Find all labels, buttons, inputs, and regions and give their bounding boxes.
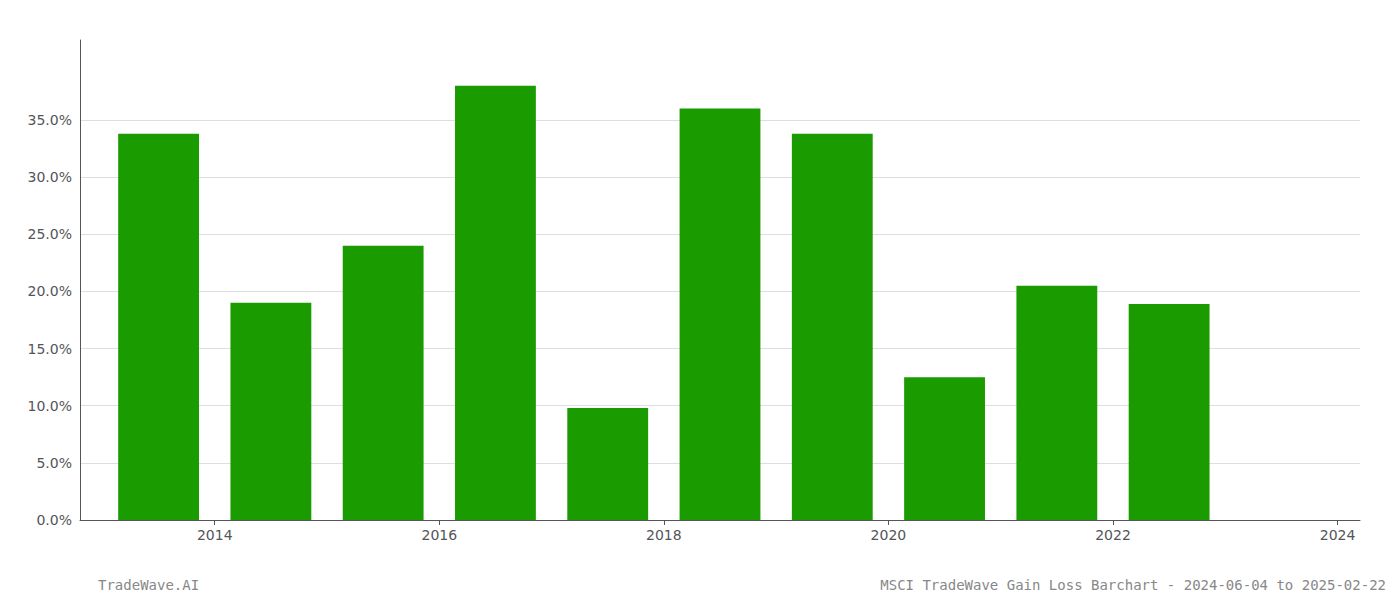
svg-text:MSCI TradeWave Gain Loss Barch: MSCI TradeWave Gain Loss Barchart - 2024… — [880, 577, 1386, 593]
svg-text:5.0%: 5.0% — [36, 455, 72, 471]
svg-text:2014: 2014 — [197, 527, 233, 543]
svg-text:2018: 2018 — [646, 527, 682, 543]
svg-text:25.0%: 25.0% — [28, 226, 72, 242]
svg-text:TradeWave.AI: TradeWave.AI — [98, 577, 199, 593]
svg-text:0.0%: 0.0% — [36, 512, 72, 528]
svg-text:2016: 2016 — [421, 527, 457, 543]
svg-text:15.0%: 15.0% — [28, 341, 72, 357]
svg-text:20.0%: 20.0% — [28, 283, 72, 299]
svg-text:35.0%: 35.0% — [28, 112, 72, 128]
svg-text:2024: 2024 — [1320, 527, 1356, 543]
svg-text:30.0%: 30.0% — [28, 169, 72, 185]
svg-text:2020: 2020 — [871, 527, 907, 543]
svg-text:10.0%: 10.0% — [28, 398, 72, 414]
svg-text:2022: 2022 — [1095, 527, 1131, 543]
